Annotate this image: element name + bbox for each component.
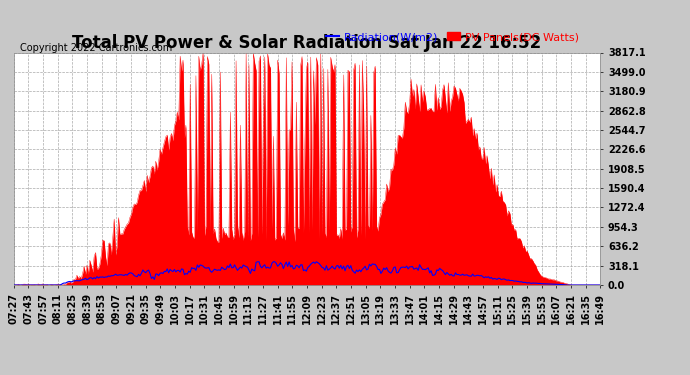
Legend: Radiation(W/m2), PV Panels(DC Watts): Radiation(W/m2), PV Panels(DC Watts) (322, 28, 583, 47)
Text: Copyright 2022 Cartronics.com: Copyright 2022 Cartronics.com (19, 43, 172, 53)
Title: Total PV Power & Solar Radiation Sat Jan 22 16:52: Total PV Power & Solar Radiation Sat Jan… (72, 34, 542, 53)
